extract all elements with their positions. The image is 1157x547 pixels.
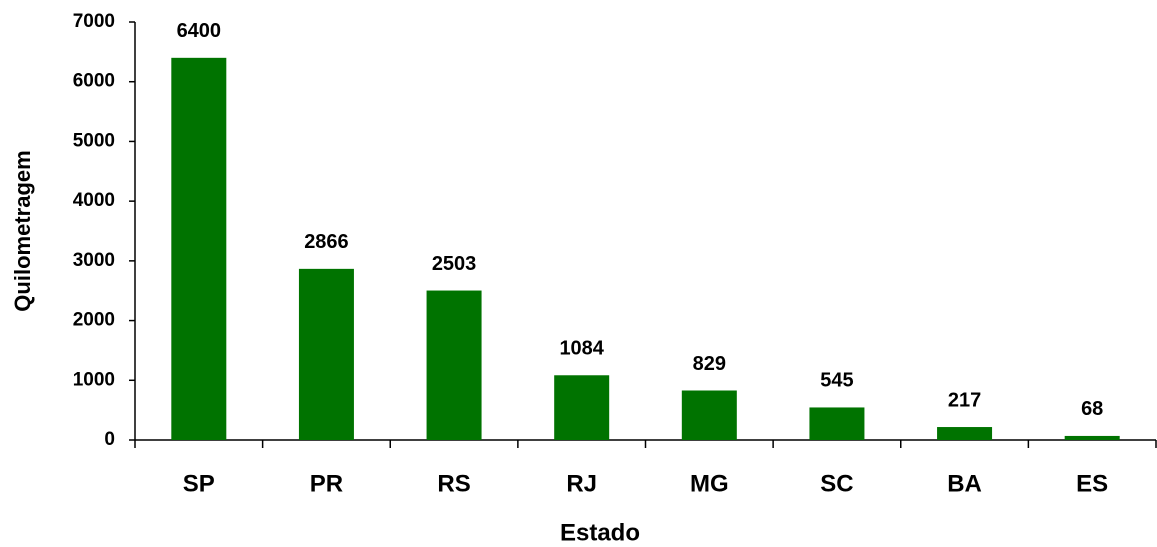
y-tick-label: 7000 <box>73 11 115 32</box>
value-label: 2503 <box>432 253 477 275</box>
x-tick-label: ES <box>1076 470 1108 497</box>
value-label: 829 <box>693 353 726 375</box>
y-axis-title: Quilometragem <box>10 150 35 311</box>
y-tick-label: 2000 <box>73 310 115 331</box>
x-tick-label: SC <box>820 470 853 497</box>
bar <box>426 290 482 440</box>
x-tick-label: RJ <box>566 470 597 497</box>
y-tick-label: 1000 <box>73 369 115 390</box>
x-tick-label: SP <box>183 470 215 497</box>
value-label: 1084 <box>559 338 604 360</box>
value-label: 2866 <box>304 231 349 253</box>
bar <box>298 268 354 440</box>
x-tick-label: PR <box>310 470 343 497</box>
y-tick-label: 3000 <box>73 250 115 271</box>
y-tick-label: 5000 <box>73 130 115 151</box>
value-label: 217 <box>948 389 981 411</box>
x-tick-label: RS <box>437 470 470 497</box>
y-tick-label: 6000 <box>73 71 115 92</box>
bar <box>1064 435 1120 440</box>
value-label: 6400 <box>177 20 222 42</box>
bar <box>681 390 737 440</box>
x-tick-label: MG <box>690 470 729 497</box>
bar <box>937 427 993 440</box>
bar <box>809 407 865 440</box>
y-tick-label: 4000 <box>73 190 115 211</box>
x-tick-label: BA <box>947 470 982 497</box>
value-label: 68 <box>1081 398 1103 420</box>
bar <box>554 375 610 440</box>
bar <box>171 57 227 440</box>
y-tick-label: 0 <box>104 429 115 450</box>
x-axis-title: Estado <box>560 519 640 546</box>
value-label: 545 <box>820 370 853 392</box>
